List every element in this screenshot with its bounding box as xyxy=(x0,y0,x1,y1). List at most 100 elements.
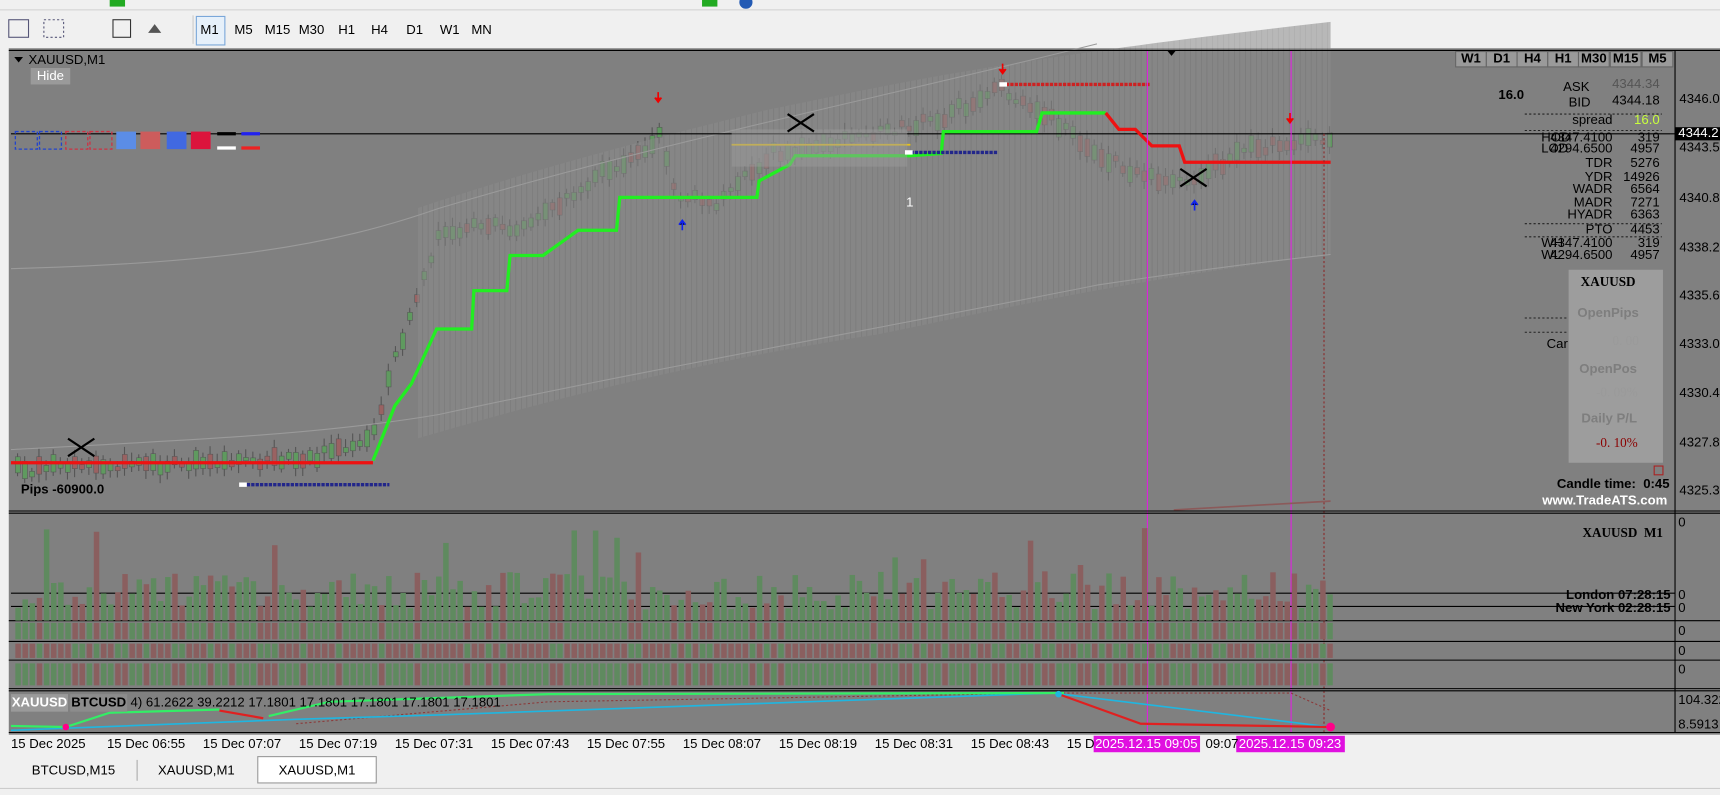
strip-bar xyxy=(1127,622,1134,640)
strip-bar xyxy=(172,622,178,640)
volume-bar xyxy=(329,581,335,621)
strip-bar xyxy=(43,622,50,640)
strip-bar xyxy=(1177,663,1184,686)
volume-bar xyxy=(414,572,421,621)
timeframe-button[interactable]: M5 xyxy=(234,22,252,37)
strip-bar xyxy=(350,643,356,658)
time-highlight xyxy=(1093,735,1201,753)
strip-bar xyxy=(913,622,920,640)
time-label: 15 Dec 08:07 xyxy=(683,736,761,751)
timeframe-button[interactable]: M1 xyxy=(200,22,218,37)
strip-bar xyxy=(450,643,456,658)
strip-bar xyxy=(179,622,185,640)
strip-bar xyxy=(764,663,770,686)
timeframe-button[interactable]: M15 xyxy=(265,22,291,37)
strip-bar xyxy=(1013,663,1020,686)
strip-bar xyxy=(1084,622,1091,640)
strip-bar xyxy=(51,643,57,658)
strip-bar xyxy=(785,643,791,658)
strip-bar xyxy=(93,622,100,640)
strip-bar xyxy=(229,643,235,658)
strip-bar xyxy=(1263,622,1269,640)
indicator-tab[interactable]: XAUUSD xyxy=(12,694,68,709)
strip-bar xyxy=(393,643,399,658)
timeframe-button[interactable]: H4 xyxy=(371,22,388,37)
volume-bar xyxy=(970,593,977,621)
strip-bar xyxy=(714,622,720,640)
indicator-tab[interactable]: BTCUSD xyxy=(71,694,126,709)
chart-timeframe[interactable]: M15 xyxy=(1613,51,1639,66)
strip-bar xyxy=(1099,622,1105,640)
strip-bar xyxy=(1099,663,1105,686)
chart-timeframe[interactable]: D1 xyxy=(1493,51,1510,66)
strip-bar xyxy=(863,622,870,640)
strip-bar xyxy=(685,622,692,640)
timeframe-button[interactable]: W1 xyxy=(440,22,460,37)
strip-bar xyxy=(307,663,314,686)
strip-bar xyxy=(571,663,577,686)
hide-button[interactable]: Hide xyxy=(37,68,64,83)
timeframe-button[interactable]: MN xyxy=(471,22,491,37)
strip-bar xyxy=(1006,622,1012,640)
chart-timeframe[interactable]: H4 xyxy=(1524,51,1542,66)
strip-bar xyxy=(222,663,228,686)
strip-bar xyxy=(478,663,485,686)
strip-bar xyxy=(286,663,292,686)
strip-bar xyxy=(878,663,884,686)
volume-bar xyxy=(649,587,656,621)
strip-bar xyxy=(143,643,150,658)
candle-body xyxy=(29,471,35,478)
strip-bar xyxy=(977,663,984,686)
strip-bar xyxy=(129,643,135,658)
timeframe-button[interactable]: M30 xyxy=(299,22,325,37)
chart-timeframe[interactable]: M5 xyxy=(1648,51,1666,66)
strip-bar xyxy=(1092,643,1098,658)
strip-bar xyxy=(343,663,349,686)
strip-bar xyxy=(243,643,250,658)
timeframe-button[interactable]: H1 xyxy=(338,22,355,37)
chart-timeframe[interactable]: M30 xyxy=(1581,51,1607,66)
stat-value: 6564 xyxy=(1630,181,1659,196)
chart-tab[interactable]: BTCUSD,M15 xyxy=(32,762,115,777)
chart-tab[interactable]: XAUUSD,M1 xyxy=(279,762,356,777)
strip-bar xyxy=(108,643,114,658)
time-label: 15 Dec 07:55 xyxy=(587,736,665,751)
strip-bar xyxy=(592,663,599,686)
volume-bar xyxy=(51,583,57,621)
strip-bar xyxy=(885,643,891,658)
strip-bar xyxy=(899,663,905,686)
strip-bar xyxy=(714,643,720,658)
strip-bar xyxy=(1313,622,1319,640)
chart-tab[interactable]: XAUUSD,M1 xyxy=(158,762,235,777)
strip-bar xyxy=(1255,622,1262,640)
strip-bar xyxy=(150,622,157,640)
chart-timeframe[interactable]: H1 xyxy=(1555,51,1572,66)
volume-bar xyxy=(222,575,228,621)
strip-bar xyxy=(1227,663,1233,686)
volume-bar xyxy=(1034,582,1041,621)
strip-bar xyxy=(885,622,891,640)
stat-count: 319 xyxy=(1638,235,1660,250)
strip-bar xyxy=(1020,622,1027,640)
strip-bar xyxy=(842,663,848,686)
candle-body xyxy=(378,404,385,415)
timeframe-button[interactable]: D1 xyxy=(406,22,423,37)
volume-bar xyxy=(1248,598,1255,621)
volume-bar xyxy=(436,576,442,621)
price-label: 4335.6 xyxy=(1679,288,1719,303)
strip-bar xyxy=(550,643,556,658)
strip-bar xyxy=(186,622,192,640)
strip-bar xyxy=(771,663,777,686)
candle-body xyxy=(307,450,313,462)
volume-bar xyxy=(1020,590,1027,621)
strip-bar xyxy=(564,622,570,640)
strip-bar xyxy=(428,663,435,686)
strip-bar xyxy=(806,643,813,658)
strip-bar xyxy=(571,622,577,640)
strip-bar xyxy=(407,643,413,658)
volume-bar xyxy=(678,599,684,621)
chart-timeframe[interactable]: W1 xyxy=(1461,51,1481,66)
volume-bar xyxy=(1184,608,1191,621)
strip-bar xyxy=(1049,622,1055,640)
strip-bar xyxy=(706,622,713,640)
